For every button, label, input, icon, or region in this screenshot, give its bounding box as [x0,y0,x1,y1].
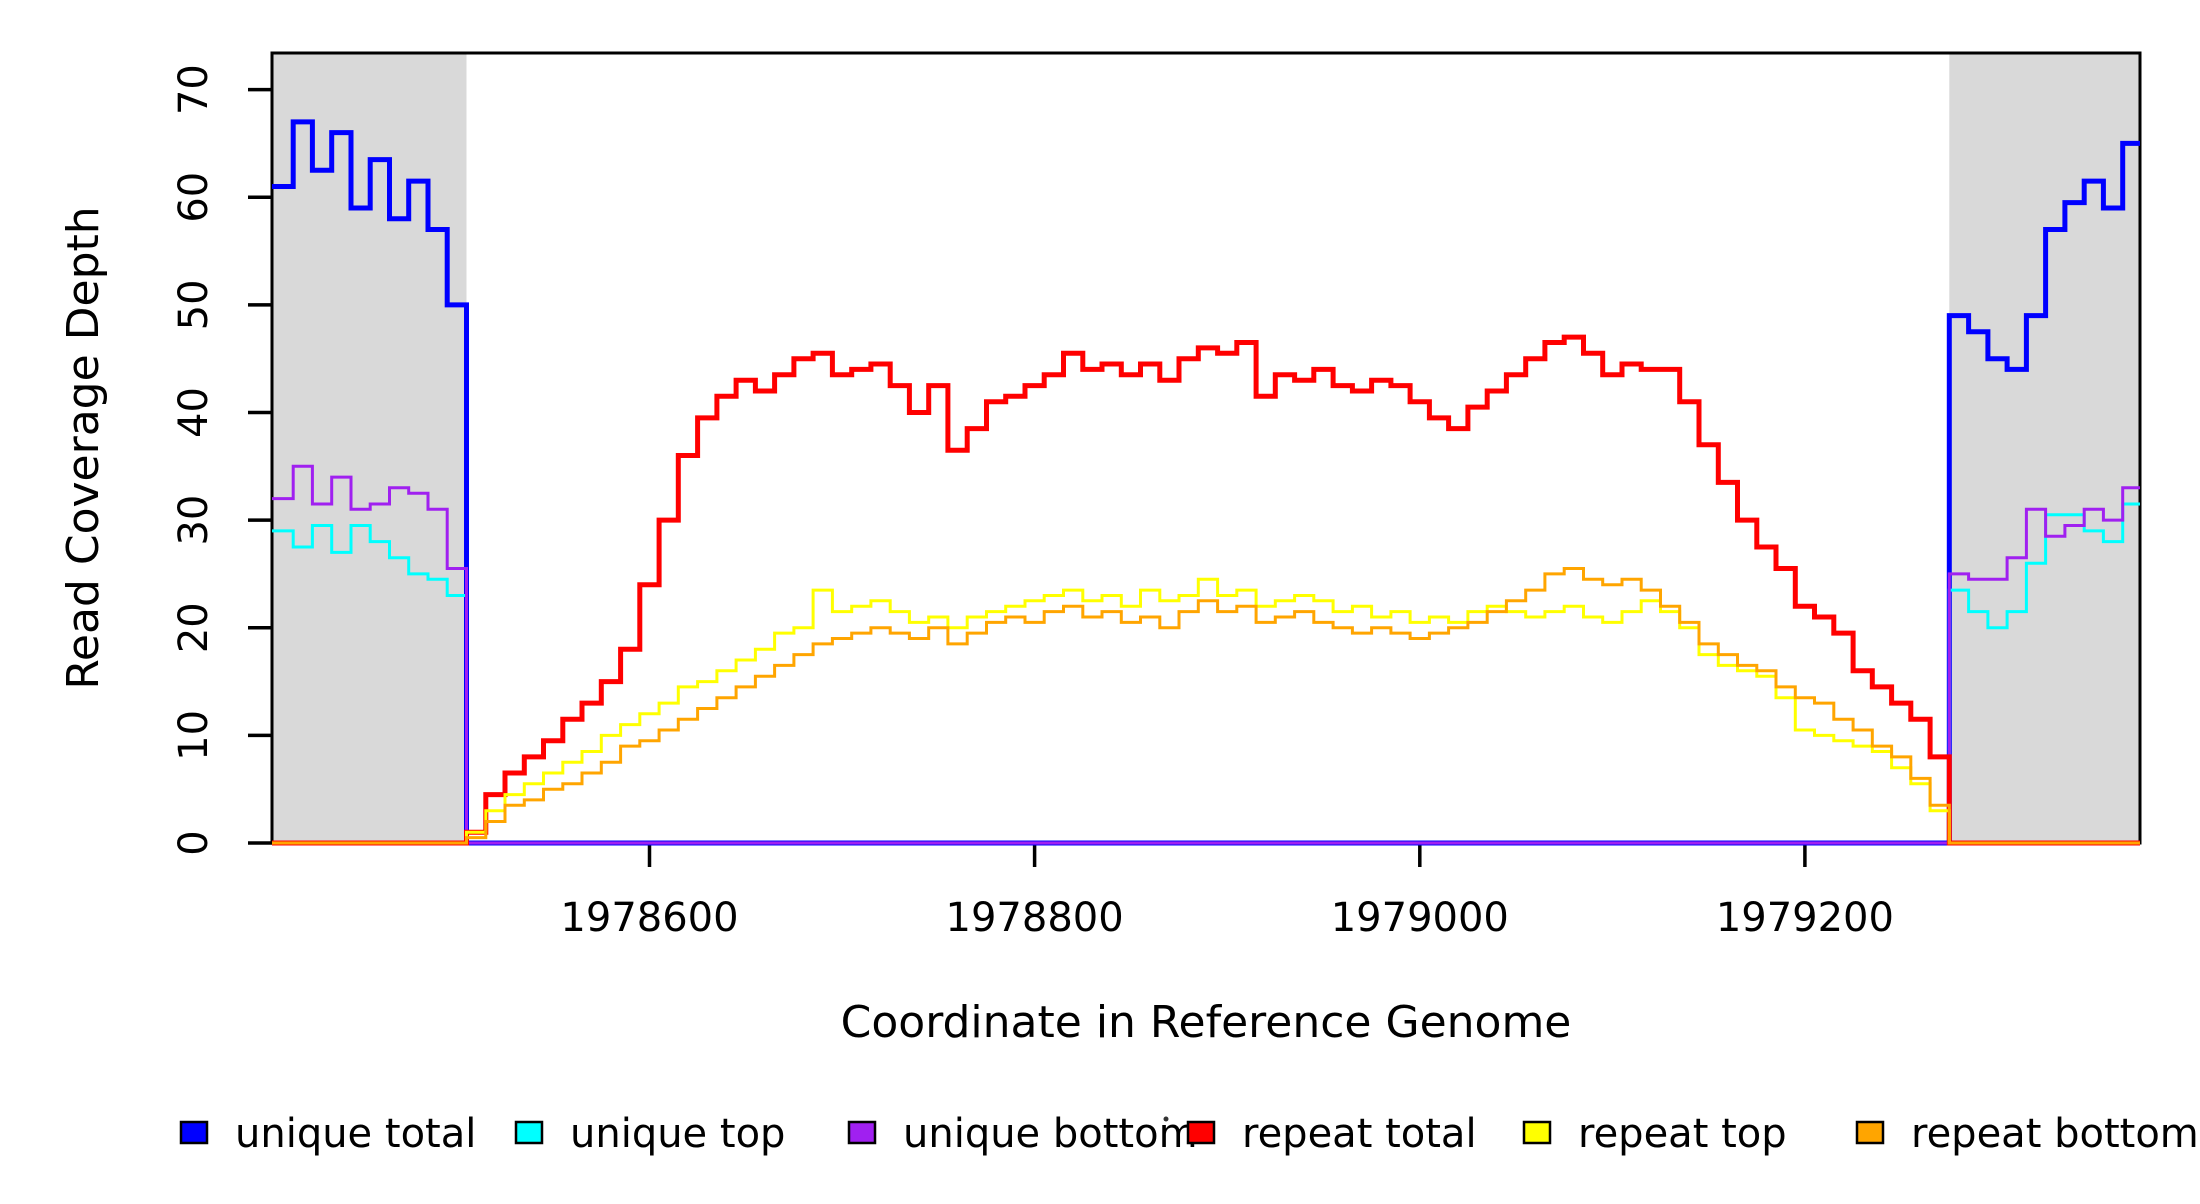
legend-item-unique-top: unique top [514,1111,785,1157]
series-repeat-bottom [272,567,2140,845]
x-tick-label: 1979000 [1331,895,1509,941]
legend: unique total unique top unique bottom repea… [179,1111,2199,1157]
x-axis: 1978600 1978800 1979000 1979200 [560,843,1894,941]
unique-region-shading [272,53,2140,843]
unique-bottom-swatch-icon [847,1120,877,1145]
y-tick-label: 60 [171,172,217,223]
y-tick-label: 50 [171,279,217,330]
legend-label: unique bottom [903,1111,1198,1157]
legend-item-unique-total: unique total [179,1111,476,1157]
legend-item-unique-bottom: unique bottom [847,1111,1198,1157]
data-series [272,119,2140,846]
y-tick-label: 20 [171,602,217,653]
series-repeat-total [272,334,2140,846]
repeat-total-swatch-icon [1186,1120,1216,1145]
stray-dot [1163,1116,1169,1122]
legend-label: repeat total [1242,1111,1477,1157]
y-tick-label: 40 [171,387,217,438]
series-unique-total [272,119,2140,846]
legend-item-repeat-bottom: repeat bottom [1855,1111,2199,1157]
legend-label: repeat bottom [1911,1111,2199,1157]
y-tick-label: 10 [171,710,217,761]
repeat-top-swatch-icon [1522,1120,1552,1145]
repeat-bottom-swatch-icon [1855,1120,1885,1145]
legend-item-repeat-total: repeat total [1186,1111,1477,1157]
legend-label: repeat top [1578,1111,1787,1157]
series-repeat-top [272,577,2140,845]
unique-top-swatch-icon [514,1120,544,1145]
unique-flank-right [1949,53,2140,843]
y-tick-label: 70 [171,64,217,115]
x-tick-label: 1978600 [560,895,738,941]
y-tick-label: 0 [171,830,217,855]
series-unique-top [272,502,2140,845]
unique-total-swatch-icon [179,1120,209,1145]
legend-label: unique total [235,1111,476,1157]
y-axis: 0 10 20 30 40 50 60 70 [171,64,272,856]
y-tick-label: 30 [171,495,217,546]
x-tick-label: 1978800 [946,895,1124,941]
x-axis-title: Coordinate in Reference Genome [841,997,1572,1048]
legend-label: unique top [570,1111,785,1157]
y-axis-title: Read Coverage Depth [58,206,109,689]
plot-border [270,51,2142,845]
series-unique-bottom [272,464,2140,845]
legend-item-repeat-top: repeat top [1522,1111,1787,1157]
x-tick-label: 1979200 [1716,895,1894,941]
